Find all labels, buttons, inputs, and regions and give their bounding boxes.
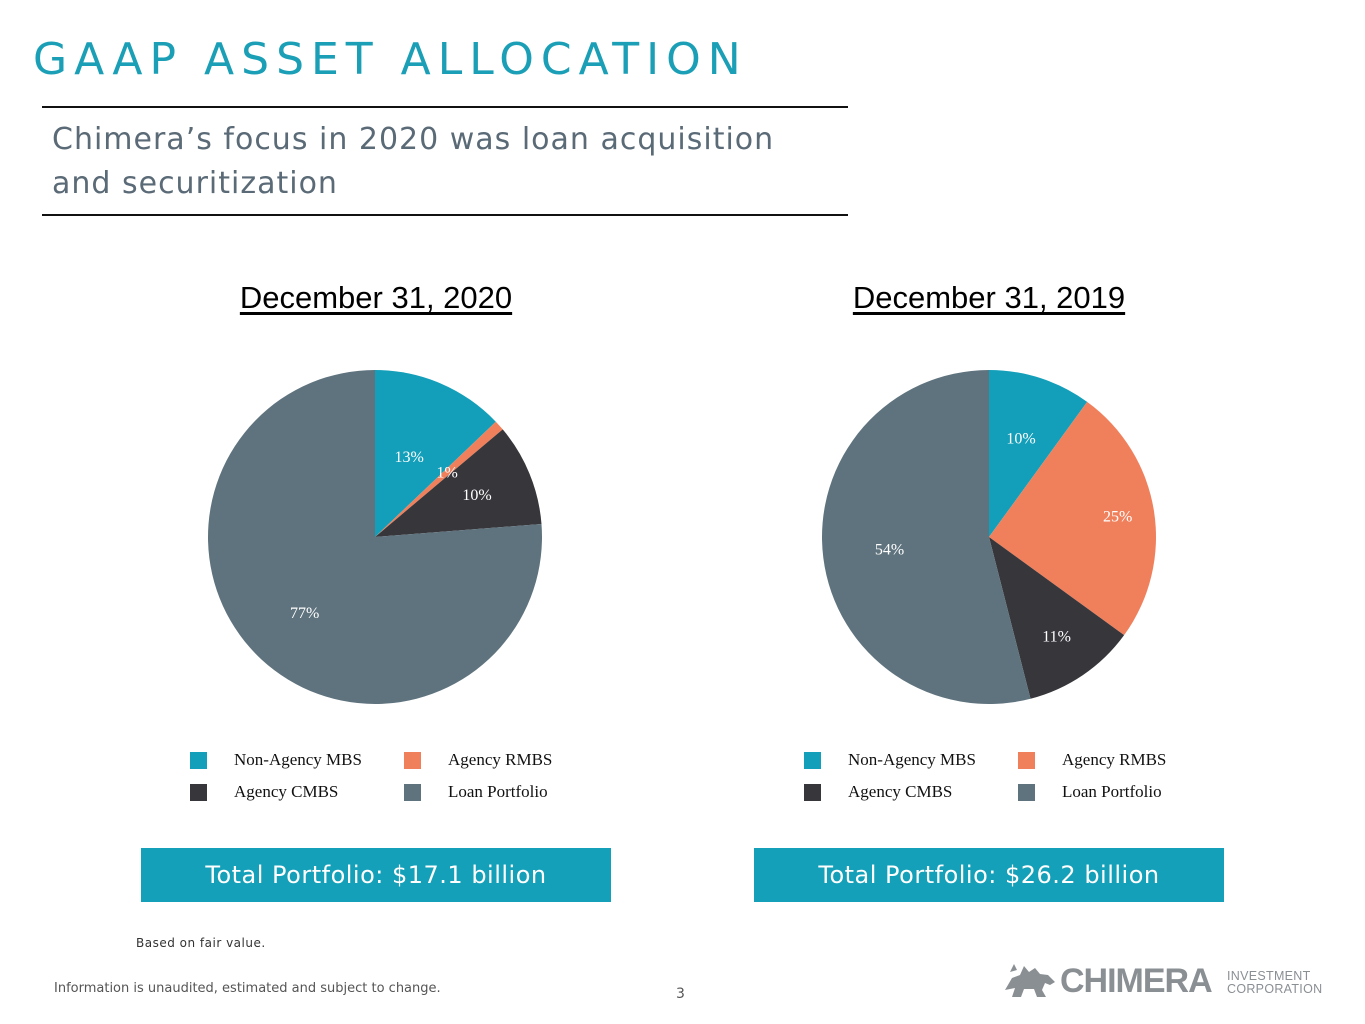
pie-slice-agency-rmbs: [989, 401, 1156, 636]
legend-2020: Non-Agency MBS Agency RMBS Agency CMBS L…: [190, 746, 610, 816]
pie-label-agency-cmbs: 10%: [462, 487, 491, 504]
legend-label: Non-Agency MBS: [848, 750, 976, 769]
legend-label: Agency RMBS: [1062, 750, 1167, 769]
pie-slice-non-agency-mbs: [375, 370, 496, 537]
legend-swatch-agency-rmbs: [1018, 751, 1035, 769]
disclaimer: Information is unaudited, estimated and …: [54, 981, 441, 996]
pie-label-non-agency-mbs: 10%: [1006, 431, 1035, 448]
legend-item-non-agency-mbs: Non-Agency MBS: [190, 748, 362, 772]
legend-swatch-agency-cmbs: [190, 783, 207, 801]
legend-swatch-loan-portfolio: [404, 783, 421, 801]
pie-label-agency-rmbs: 25%: [1103, 509, 1132, 526]
legend-label: Agency RMBS: [448, 750, 553, 769]
legend-swatch-non-agency-mbs: [804, 751, 821, 769]
legend-swatch-agency-rmbs: [404, 751, 421, 769]
chart-title-2019: December 31, 2019: [852, 280, 1126, 315]
total-portfolio-2019: Total Portfolio: $26.2 billion: [754, 848, 1224, 902]
pie-slice-agency-cmbs: [375, 429, 542, 537]
legend-label: Agency CMBS: [234, 782, 339, 801]
pie-label-loan-portfolio: 77%: [290, 605, 319, 622]
legend-2019: Non-Agency MBS Agency RMBS Agency CMBS L…: [804, 746, 1224, 816]
legend-item-agency-cmbs: Agency CMBS: [804, 780, 952, 804]
legend-label: Agency CMBS: [848, 782, 953, 801]
pie-label-agency-rmbs: 1%: [436, 464, 457, 481]
legend-item-loan-portfolio: Loan Portfolio: [404, 780, 548, 804]
legend-item-agency-cmbs: Agency CMBS: [190, 780, 338, 804]
legend-label: Loan Portfolio: [1062, 782, 1162, 801]
legend-swatch-loan-portfolio: [1018, 783, 1035, 801]
pie-label-agency-cmbs: 11%: [1042, 628, 1071, 645]
pie-chart-2019: 10% 25% 11% 54%: [821, 370, 1156, 704]
legend-item-agency-rmbs: Agency RMBS: [1018, 748, 1166, 772]
page-title: GAAP ASSET ALLOCATION: [33, 34, 748, 85]
divider-bottom: [42, 214, 848, 216]
pie-slice-loan-portfolio: [208, 370, 543, 704]
total-portfolio-2020: Total Portfolio: $17.1 billion: [141, 848, 611, 902]
divider-top: [42, 106, 848, 108]
pie-slice-agency-rmbs: [375, 421, 503, 537]
pie-slice-loan-portfolio: [821, 370, 1031, 704]
logo-subtitle-line-2: CORPORATION: [1227, 982, 1323, 996]
chimera-lion-icon: [1005, 964, 1055, 997]
pie-slice-agency-cmbs: [989, 537, 1125, 699]
chart-title-2020: December 31, 2020: [239, 280, 513, 315]
logo-wordmark: CHIMERA: [1060, 962, 1213, 1000]
footnote: Based on fair value.: [136, 936, 266, 950]
legend-item-non-agency-mbs: Non-Agency MBS: [804, 748, 976, 772]
company-logo: CHIMERA INVESTMENT CORPORATION: [1002, 958, 1342, 1006]
legend-item-loan-portfolio: Loan Portfolio: [1018, 780, 1162, 804]
pie-chart-2020: 13% 1% 10% 77%: [208, 370, 543, 704]
legend-label: Non-Agency MBS: [234, 750, 362, 769]
legend-item-agency-rmbs: Agency RMBS: [404, 748, 552, 772]
pie-label-loan-portfolio: 54%: [875, 542, 904, 559]
page-subtitle: Chimera’s focus in 2020 was loan acquisi…: [52, 122, 775, 201]
page-number: 3: [676, 986, 685, 1002]
legend-swatch-non-agency-mbs: [190, 751, 207, 769]
logo-subtitle-line-1: INVESTMENT: [1227, 969, 1311, 983]
legend-swatch-agency-cmbs: [804, 783, 821, 801]
legend-label: Loan Portfolio: [448, 782, 548, 801]
pie-slice-non-agency-mbs: [989, 370, 1088, 537]
pie-label-non-agency-mbs: 13%: [395, 449, 424, 466]
